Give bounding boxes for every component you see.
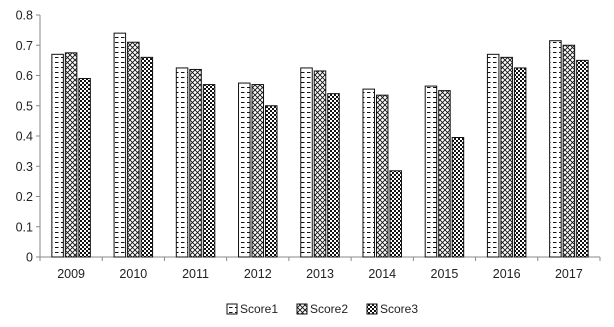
bar-score1-2013 <box>300 67 313 258</box>
x-tick-label: 2014 <box>368 267 396 281</box>
bar-score1-2016 <box>486 53 500 258</box>
y-tick-label: 0.4 <box>16 130 33 144</box>
bar-score2-2014 <box>375 94 389 258</box>
bar-score3-2013 <box>327 93 340 258</box>
bar-score2-2016 <box>500 56 513 258</box>
y-tick-label: 0.8 <box>16 9 33 23</box>
bar-score3-2016 <box>513 67 527 258</box>
y-tick-label: 0.6 <box>16 69 33 83</box>
bar-score3-2015 <box>451 137 465 258</box>
x-tick-label: 2017 <box>555 267 583 281</box>
x-tick-label: 2016 <box>493 267 521 281</box>
legend-swatch-score3 <box>366 303 378 315</box>
legend-swatch-score1 <box>226 303 238 315</box>
x-tick-label: 2013 <box>306 267 334 281</box>
bar-score3-2011 <box>202 84 216 258</box>
bar-score1-2010 <box>113 32 127 258</box>
bar-score3-2012 <box>265 105 278 258</box>
legend-label-score2: Score2 <box>310 302 348 316</box>
bar-score2-2012 <box>251 84 265 258</box>
legend-swatch-score2 <box>296 303 308 315</box>
y-tick-label: 0.2 <box>16 190 33 204</box>
legend-label-score3: Score3 <box>380 302 418 316</box>
y-tick-label: 0.3 <box>16 160 33 174</box>
bar-score1-2017 <box>549 40 562 258</box>
y-tick-label: 0.1 <box>16 220 33 234</box>
x-tick-label: 2011 <box>182 267 209 281</box>
y-tick-label: 0 <box>26 251 33 265</box>
bar-score3-2017 <box>576 59 589 258</box>
bar-score1-2015 <box>424 85 438 258</box>
bar-score1-2011 <box>175 67 189 258</box>
bar-score2-2015 <box>438 90 451 258</box>
x-tick-label: 2015 <box>431 267 459 281</box>
legend-label-score1: Score1 <box>240 302 278 316</box>
bar-score2-2011 <box>189 68 202 258</box>
y-tick-label: 0.5 <box>16 99 33 113</box>
bar-score1-2014 <box>362 88 375 258</box>
bar-score2-2010 <box>127 41 140 258</box>
bar-score2-2013 <box>313 70 327 258</box>
x-tick-label: 2012 <box>244 267 272 281</box>
bar-score2-2009 <box>64 52 78 258</box>
x-tick-label: 2009 <box>57 267 85 281</box>
bar-score3-2014 <box>389 170 402 258</box>
bar-score1-2012 <box>238 82 251 258</box>
x-tick-label: 2010 <box>119 267 147 281</box>
bar-score2-2017 <box>562 44 576 258</box>
bar-score1-2009 <box>51 53 64 258</box>
y-tick-label: 0.7 <box>16 39 33 53</box>
bar-score3-2009 <box>78 78 91 258</box>
bar-score3-2010 <box>140 56 154 258</box>
